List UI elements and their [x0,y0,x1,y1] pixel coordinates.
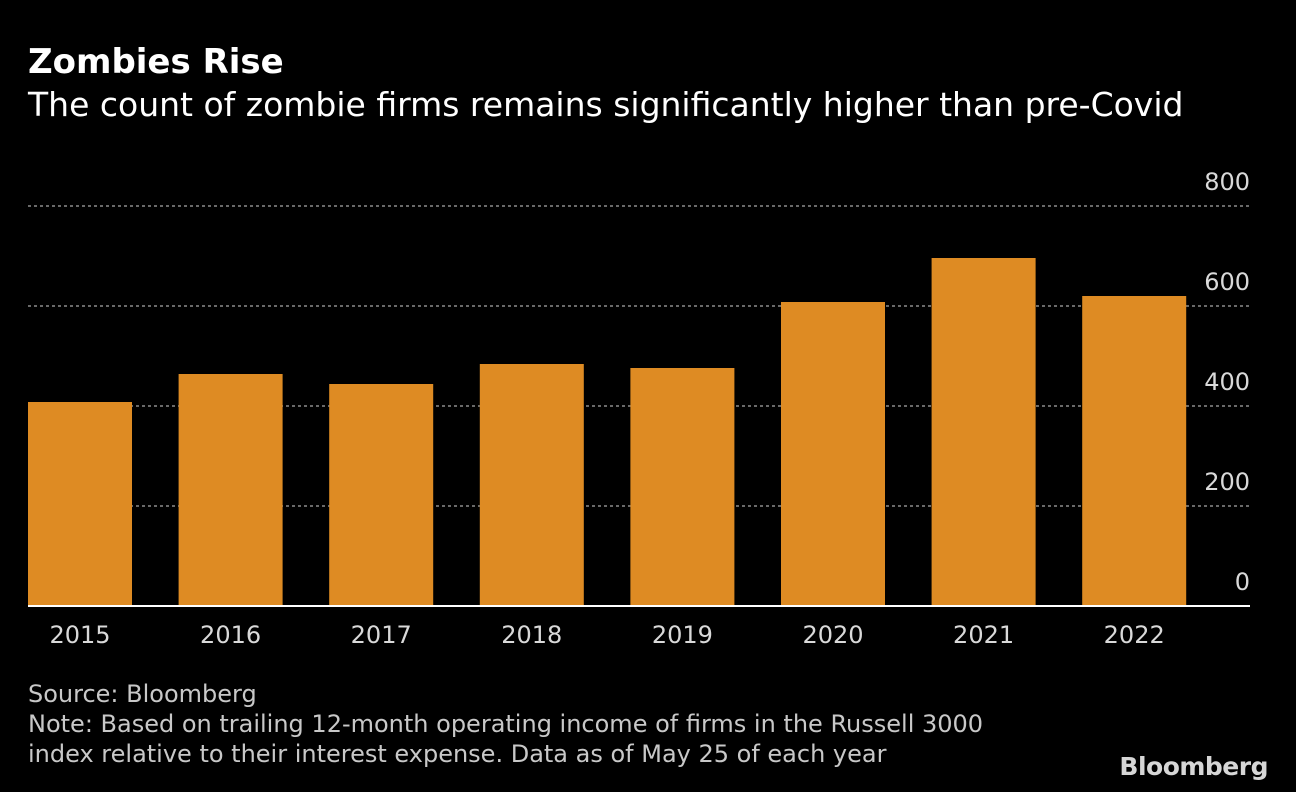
chart-title: Zombies Rise [28,42,284,82]
bar-2019 [630,368,735,606]
y-tick-label: 600 [1204,268,1250,296]
bar-2017 [329,384,434,606]
bloomberg-logo: Bloomberg [1119,752,1268,781]
x-tick-label: 2015 [49,621,110,649]
y-tick-label: 800 [1204,168,1250,196]
y-tick-label: 400 [1204,368,1250,396]
chart-subtitle: The count of zombie firms remains signif… [28,85,1184,124]
x-tick-label: 2022 [1104,621,1165,649]
methodology-note-line-2: index relative to their interest expense… [28,740,887,768]
x-tick-label: 2019 [652,621,713,649]
x-tick-label: 2016 [200,621,261,649]
x-tick-label: 2020 [802,621,863,649]
bar-chart: 0 200 400 600 800 2015 2016 2017 2018 2019 2020 202… [28,168,1250,649]
bar-2015 [28,402,132,606]
y-tick-label: 0 [1235,568,1250,596]
source-note: Source: Bloomberg [28,680,257,708]
bar-2018 [479,364,584,606]
methodology-note-line-1: Note: Based on trailing 12-month operati… [28,710,984,738]
x-tick-label: 2017 [351,621,412,649]
y-tick-label: 200 [1204,468,1250,496]
bar-2021 [931,258,1036,606]
bar-2022 [1082,296,1187,606]
x-tick-label: 2018 [501,621,562,649]
bar-2020 [781,302,885,606]
bar-2016 [178,374,283,606]
x-tick-label: 2021 [953,621,1014,649]
